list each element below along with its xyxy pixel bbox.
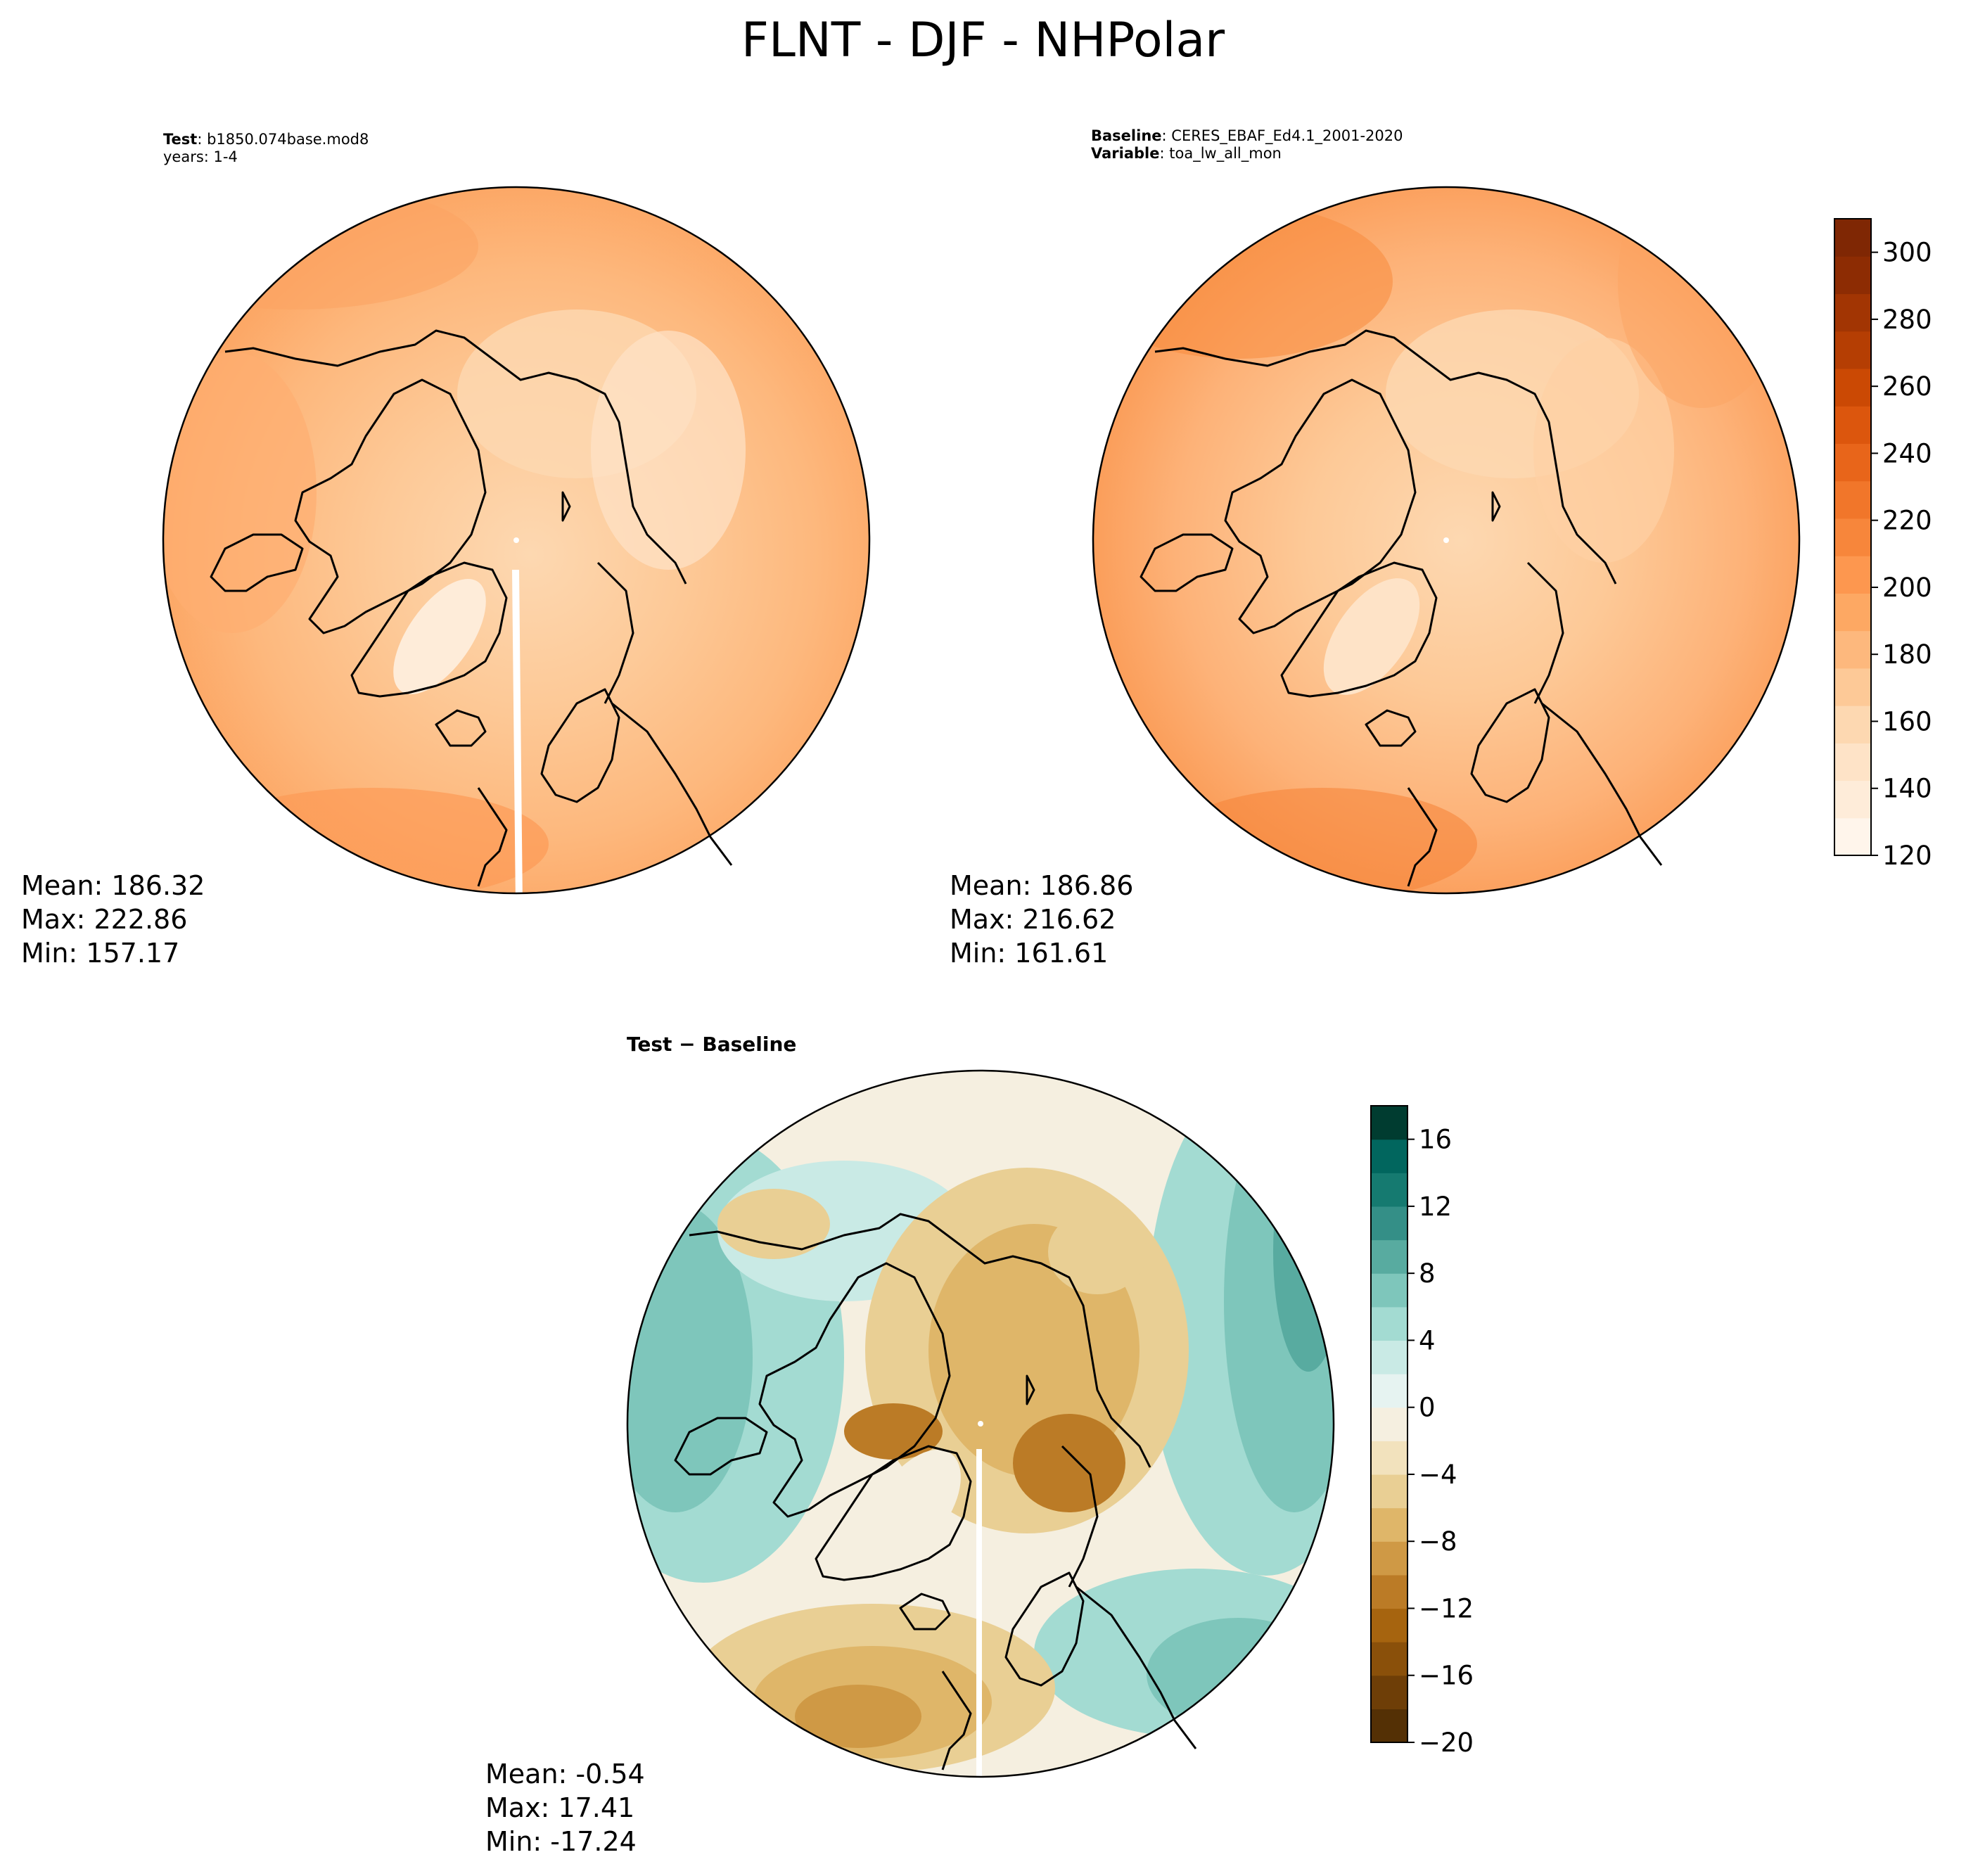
diff-colorbar-swatch <box>1371 1374 1408 1408</box>
flnt-colorbar-swatch <box>1834 293 1871 332</box>
test-name-label: Test <box>163 131 198 148</box>
diff-colorbar-swatch <box>1371 1441 1408 1475</box>
diff-colorbar-swatch <box>1371 1306 1408 1341</box>
flnt-colorbar-swatch <box>1834 443 1871 482</box>
baseline-coastlines <box>1140 329 1663 887</box>
flnt-colorbar-tick-label: 160 <box>1882 706 1932 736</box>
flnt-colorbar-tick-label: 240 <box>1882 438 1932 468</box>
test-mean: Mean: 186.32 <box>21 870 205 901</box>
diff-colorbar-tick-label: 8 <box>1419 1258 1436 1289</box>
baseline-max: Max: 216.62 <box>950 904 1116 935</box>
flnt-colorbar-swatch <box>1834 630 1871 669</box>
baseline-min: Min: 161.61 <box>950 938 1109 969</box>
test-map <box>162 186 871 895</box>
flnt-colorbar-tick-label: 260 <box>1882 371 1932 402</box>
test-years: years: 1-4 <box>163 148 238 165</box>
baseline-name-value: CERES_EBAF_Ed4.1_2001-2020 <box>1171 127 1403 144</box>
diff-colorbar-tick-label: −4 <box>1419 1460 1457 1490</box>
diff-colorbar-swatch <box>1371 1474 1408 1509</box>
figure-title: FLNT - DJF - NHPolar <box>741 13 1225 68</box>
baseline-meta: Baseline: CERES_EBAF_Ed4.1_2001-2020 Var… <box>1091 127 1403 162</box>
diff-colorbar-frame <box>1370 1105 1408 1743</box>
flnt-colorbar-tick-label: 300 <box>1882 238 1932 268</box>
diff-colorbar-swatch <box>1371 1407 1408 1441</box>
flnt-colorbar-tick-label: 180 <box>1882 639 1932 670</box>
diff-title: Test − Baseline <box>627 1033 797 1056</box>
diff-mean: Mean: -0.54 <box>485 1759 645 1789</box>
flnt-colorbar-swatch <box>1834 256 1871 295</box>
diff-colorbar-tick-label: −12 <box>1419 1593 1474 1623</box>
flnt-colorbar-swatch <box>1834 219 1871 257</box>
test-max: Max: 222.86 <box>21 904 188 935</box>
test-meta: Test: b1850.074base.mod8 years: 1-4 <box>163 131 369 165</box>
flnt-colorbar-swatch <box>1834 780 1871 819</box>
diff-colorbar-tick-label: 0 <box>1419 1393 1436 1423</box>
baseline-stats: Mean: 186.86 Max: 216.62 Min: 161.61 <box>950 869 1133 970</box>
flnt-colorbar-swatch <box>1834 518 1871 556</box>
diff-map <box>626 1069 1335 1778</box>
diff-colorbar-tick-label: −20 <box>1419 1728 1474 1758</box>
baseline-mean: Mean: 186.86 <box>950 870 1134 901</box>
diff-colorbar-swatch <box>1371 1507 1408 1542</box>
diff-coastlines <box>674 1213 1197 1770</box>
diff-colorbar-swatch <box>1371 1239 1408 1274</box>
flnt-colorbar-tick-label: 200 <box>1882 573 1932 603</box>
test-stats: Mean: 186.32 Max: 222.86 Min: 157.17 <box>21 869 205 970</box>
diff-colorbar-swatch <box>1371 1340 1408 1374</box>
flnt-colorbar: 120 140 160 180 200 220 240 260 280 300 <box>1834 218 1932 871</box>
test-name-value: b1850.074base.mod8 <box>207 131 369 148</box>
diff-colorbar-swatch <box>1371 1642 1408 1676</box>
diff-colorbar-tick-label: −8 <box>1419 1526 1457 1557</box>
diff-colorbar-tick-label: 16 <box>1419 1125 1452 1155</box>
flnt-colorbar-swatch <box>1834 406 1871 445</box>
flnt-colorbar-swatch <box>1834 593 1871 632</box>
diff-colorbar-swatch <box>1371 1106 1408 1140</box>
diff-colorbar-swatch <box>1371 1273 1408 1308</box>
test-pole-marker <box>513 537 519 543</box>
diff-max: Max: 17.41 <box>485 1792 635 1823</box>
flnt-colorbar-swatch <box>1834 556 1871 594</box>
diff-min: Min: -17.24 <box>485 1826 637 1857</box>
test-min: Min: 157.17 <box>21 938 180 969</box>
flnt-colorbar-swatch <box>1834 706 1871 744</box>
flnt-colorbar-swatch <box>1834 331 1871 369</box>
diff-colorbar-tick-label: −16 <box>1419 1661 1474 1691</box>
diff-colorbar: −20 −16 −12 −8 −4 0 4 8 12 16 <box>1370 1105 1474 1758</box>
diff-stats: Mean: -0.54 Max: 17.41 Min: -17.24 <box>485 1757 645 1858</box>
diff-colorbar-tick-label: 12 <box>1419 1192 1452 1222</box>
diff-colorbar-tick-label: 4 <box>1419 1325 1436 1355</box>
diff-colorbar-swatch <box>1371 1709 1408 1743</box>
flnt-colorbar-tick-label: 140 <box>1882 774 1932 804</box>
diff-colorbar-swatch <box>1371 1173 1408 1207</box>
flnt-colorbar-swatch <box>1834 668 1871 706</box>
diff-colorbar-swatch <box>1371 1608 1408 1642</box>
diff-colorbar-swatch <box>1371 1541 1408 1576</box>
flnt-colorbar-tick-label: 280 <box>1882 305 1932 335</box>
baseline-name-label: Baseline <box>1091 127 1162 144</box>
flnt-colorbar-frame <box>1834 218 1872 856</box>
test-coastlines <box>210 329 733 887</box>
baseline-var-value: toa_lw_all_mon <box>1169 145 1282 162</box>
flnt-colorbar-tick-label: 220 <box>1882 506 1932 536</box>
baseline-pole-marker <box>1443 537 1449 543</box>
flnt-colorbar-swatch <box>1834 743 1871 781</box>
diff-pole-marker <box>978 1421 983 1427</box>
diff-colorbar-swatch <box>1371 1675 1408 1709</box>
diff-colorbar-swatch <box>1371 1574 1408 1609</box>
diff-colorbar-swatch <box>1371 1206 1408 1241</box>
diff-colorbar-swatch <box>1371 1139 1408 1173</box>
baseline-map <box>1092 186 1801 895</box>
flnt-colorbar-swatch <box>1834 817 1871 856</box>
flnt-colorbar-swatch <box>1834 368 1871 407</box>
flnt-colorbar-tick-label: 120 <box>1882 841 1932 871</box>
flnt-colorbar-swatch <box>1834 480 1871 519</box>
baseline-var-label: Variable <box>1091 145 1160 162</box>
